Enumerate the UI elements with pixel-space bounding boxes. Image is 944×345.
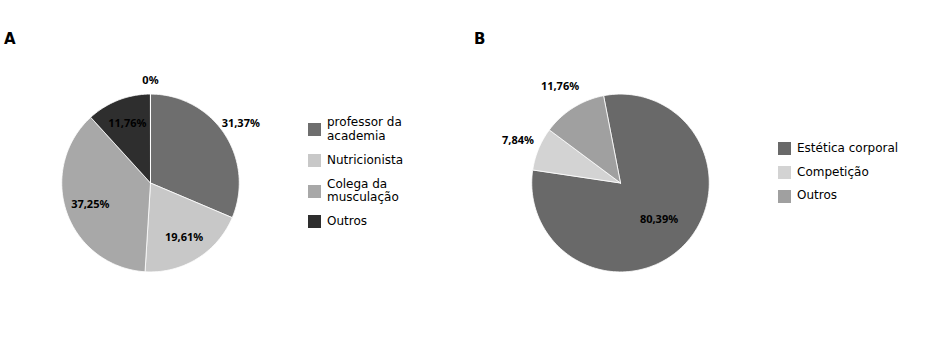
html-text:Nutricionista: Nutricionista <box>327 152 404 167</box>
svg-text:19,61%: 19,61% <box>165 229 203 244</box>
html-text:Colega da musculação: Colega da musculação <box>327 176 399 205</box>
svg-text:7,84%: 7,84% <box>502 132 534 147</box>
html-text:Competição: Competição <box>797 164 869 179</box>
svg-text:37,25%: 37,25% <box>71 196 109 211</box>
svg-text:0%: 0% <box>142 72 158 87</box>
svg-text:11,76%: 11,76% <box>108 115 146 130</box>
svg-text:11,76%: 11,76% <box>541 78 579 93</box>
html-text:B: B <box>474 30 486 48</box>
html-text:Estética corporal: Estética corporal <box>797 140 899 155</box>
html-text:Outros: Outros <box>797 188 837 203</box>
html-text:Outros: Outros <box>327 214 367 229</box>
html-text:A: A <box>4 30 16 48</box>
svg-text:31,37%: 31,37% <box>222 115 260 130</box>
html-text:professor da academia: professor da academia <box>327 115 402 143</box>
svg-text:80,39%: 80,39% <box>640 211 678 226</box>
